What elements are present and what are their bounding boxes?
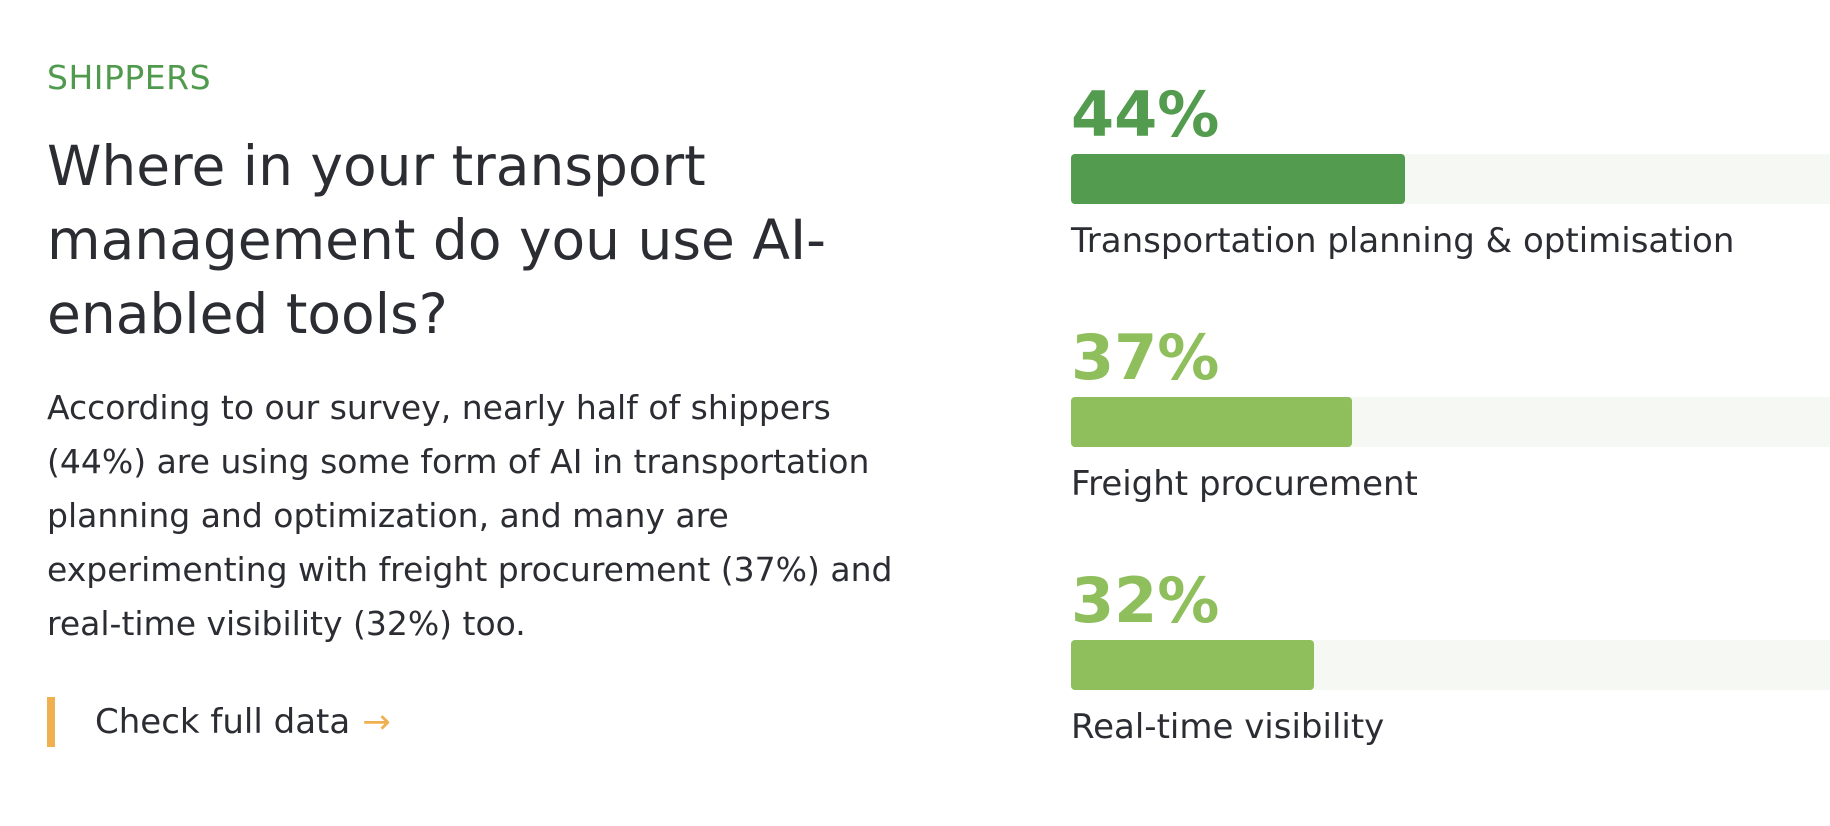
bar-track bbox=[1071, 397, 1830, 447]
cta-label: Check full data bbox=[95, 702, 351, 742]
summary-text: According to our survey, nearly half of … bbox=[47, 388, 893, 643]
chart-row: 32% Real-time visibility bbox=[1071, 566, 1830, 766]
check-full-data-link[interactable]: Check full data → bbox=[47, 697, 391, 747]
bar-track bbox=[1071, 154, 1830, 204]
bar-category-label: Freight procurement bbox=[1071, 464, 1418, 504]
bar-category-label: Transportation planning & optimisation bbox=[1071, 221, 1735, 261]
chart-row: 44% Transportation planning & optimisatio… bbox=[1071, 80, 1830, 280]
bar-track bbox=[1071, 640, 1830, 690]
page-title: Where in your transport management do yo… bbox=[47, 134, 827, 346]
arrow-right-icon: → bbox=[362, 702, 391, 742]
section-eyebrow: SHIPPERS bbox=[47, 58, 212, 97]
bar bbox=[1071, 397, 1352, 447]
intro-panel: SHIPPERS Where in your transport managem… bbox=[47, 55, 907, 651]
bar-value-label: 37% bbox=[1071, 321, 1220, 394]
bar-value-label: 32% bbox=[1071, 564, 1220, 637]
bar bbox=[1071, 640, 1314, 690]
cta-accent-bar bbox=[47, 697, 55, 747]
bar bbox=[1071, 154, 1405, 204]
bar-value-label: 44% bbox=[1071, 78, 1220, 151]
chart-row: 37% Freight procurement bbox=[1071, 323, 1830, 523]
bar-category-label: Real-time visibility bbox=[1071, 707, 1385, 747]
